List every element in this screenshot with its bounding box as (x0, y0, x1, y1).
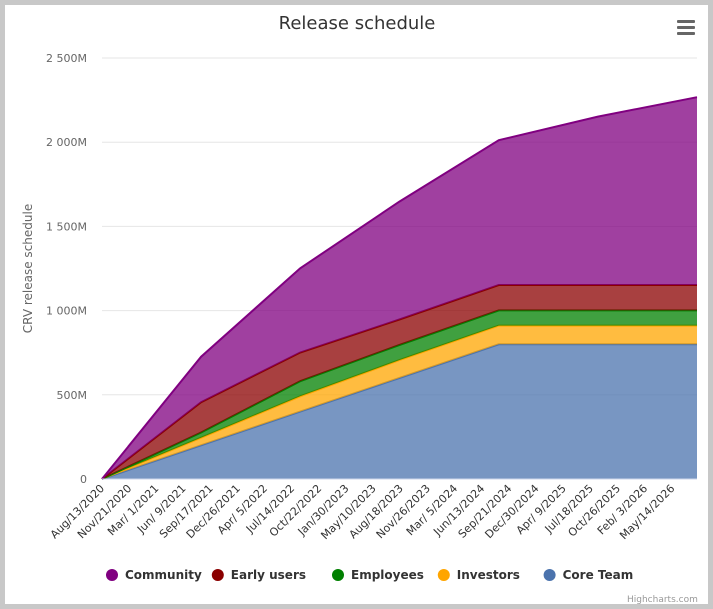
legend-item-core-team[interactable]: Core Team (543, 568, 634, 582)
y-tick-label: 1 000M (46, 305, 87, 318)
area-series (101, 96, 698, 480)
legend-marker (332, 569, 344, 581)
legend-item-community[interactable]: Community (106, 568, 202, 582)
y-tick-label: 2 500M (46, 52, 87, 65)
legend: Community Early users Employees Investors Co… (106, 568, 633, 582)
legend-item-employees[interactable]: Employees (332, 568, 424, 582)
legend-marker (437, 569, 450, 581)
y-tick-label: 500M (57, 389, 88, 402)
legend-label: Core Team (563, 568, 634, 582)
y-axis-label: CRV release schedule (21, 204, 35, 333)
y-tick-label: 2 000M (46, 136, 87, 149)
legend-item-investors[interactable]: Investors (437, 568, 520, 582)
area-chart: Release schedule 0 500M 1 000M 1 500M 2 000M… (21, 13, 698, 582)
legend-marker (211, 569, 224, 581)
chart-container: Release schedule 0 500M 1 000M 1 500M 2 000M… (5, 5, 708, 605)
y-tick-label: 0 (80, 473, 87, 486)
legend-label: Employees (351, 568, 424, 582)
area-community[interactable] (102, 97, 697, 479)
line-community (101, 96, 698, 480)
legend-item-early-users[interactable]: Early users (211, 568, 306, 582)
legend-label: Early users (231, 568, 306, 582)
y-tick-label: 1 500M (46, 220, 87, 233)
legend-label: Investors (457, 568, 520, 582)
area-core-team[interactable] (102, 344, 697, 479)
credits-link[interactable]: Highcharts.com (627, 595, 698, 605)
legend-marker (543, 569, 556, 581)
legend-label: Community (125, 568, 202, 582)
hamburger-menu-icon[interactable] (677, 20, 695, 36)
legend-marker (106, 569, 118, 581)
chart-title: Release schedule (279, 13, 436, 34)
area-investors[interactable] (102, 325, 697, 479)
area-early-users[interactable] (102, 285, 697, 479)
y-axis-ticks: 0 500M 1 000M 1 500M 2 000M 2 500M (46, 52, 87, 486)
